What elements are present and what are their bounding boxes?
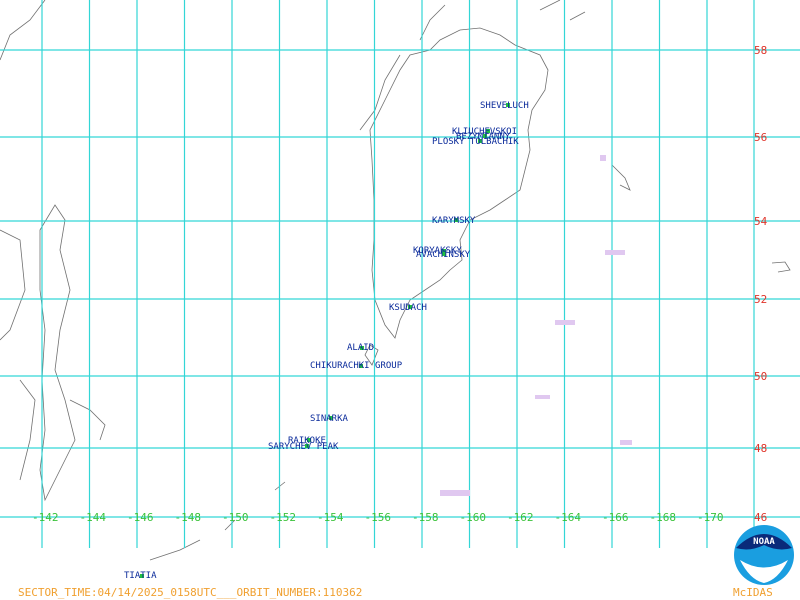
longitude-label: -156 <box>365 511 392 524</box>
longitude-label: -152 <box>270 511 297 524</box>
coastline <box>39 204 76 502</box>
cloud-speckle <box>440 155 632 496</box>
volcano-label: KORYAKSKY <box>413 246 462 256</box>
longitude-label: -168 <box>650 511 677 524</box>
logo-text: NOAA <box>753 537 775 547</box>
longitude-label: -146 <box>127 511 154 524</box>
longitude-label: -164 <box>555 511 582 524</box>
volcano-label: SHEVELUCH <box>480 101 529 111</box>
credit: McIDAS <box>733 586 773 599</box>
volcano-label: KARYMSKY <box>432 216 476 226</box>
volcano-marker <box>359 364 363 368</box>
latitude-label: 58 <box>754 44 767 57</box>
volcano-marker <box>305 444 309 448</box>
noaa-logo: NOAA <box>734 525 794 585</box>
longitude-label: -150 <box>222 511 249 524</box>
longitude-label: -170 <box>697 511 724 524</box>
coastline <box>369 27 549 339</box>
volcano-marker <box>478 139 482 143</box>
coastline <box>0 0 446 131</box>
volcano-marker <box>442 249 446 253</box>
volcano-marker <box>506 103 510 107</box>
cloud-pixel <box>620 440 632 445</box>
cloud-pixel <box>555 320 575 325</box>
volcano-marker <box>140 574 144 578</box>
volcano-marker <box>442 252 446 256</box>
volcano-label: BEZYMIANNY <box>456 132 511 142</box>
latitude-label: 56 <box>754 131 767 144</box>
volcano-marker <box>307 438 311 442</box>
logo-top <box>736 534 792 550</box>
volcano-label: SINARKA <box>310 414 349 424</box>
coastline <box>539 0 586 21</box>
volcano-label: CHIKURACHKI GROUP <box>310 361 403 371</box>
volcano-marker <box>408 305 412 309</box>
longitude-label: -160 <box>460 511 487 524</box>
labels: 58 56 54 52 50 48 46 -142 -144 -146 -148 -150 -152 -1… <box>18 44 773 599</box>
sector-time: SECTOR_TIME:04/14/2025_0158UTC___ORBIT_N… <box>18 586 362 599</box>
volcano-marker <box>360 346 364 350</box>
latitude-label: 52 <box>754 293 767 306</box>
longitude-label: -148 <box>175 511 202 524</box>
volcano-marker <box>486 129 490 133</box>
cloud-pixel <box>535 395 550 399</box>
latitude-label: 50 <box>754 370 767 383</box>
longitude-label: -154 <box>317 511 344 524</box>
cloud-pixel <box>440 490 470 496</box>
latitude-label: 54 <box>754 215 768 228</box>
volcano-marker <box>483 134 487 138</box>
volcano-label: TIATIA <box>124 571 157 581</box>
volcano-label: KLIUCHEVSKOI <box>452 127 517 137</box>
volcano-label: AVACHINSKY <box>416 250 471 260</box>
volcano-marker <box>329 416 333 420</box>
latitude-label: 46 <box>754 511 767 524</box>
cloud-pixel <box>605 250 625 255</box>
longitude-label: -166 <box>602 511 629 524</box>
longitude-label: -158 <box>412 511 439 524</box>
volcano-label: PLOSKY TOLBACHIK <box>432 137 519 147</box>
volcano-label: RAIKOKE <box>288 436 326 446</box>
volcano-marker <box>454 218 458 222</box>
volcano-label: ALAID <box>347 343 374 353</box>
graticule <box>0 0 800 548</box>
longitude-label: -142 <box>32 511 59 524</box>
cloud-pixel <box>600 155 606 161</box>
logo-wave <box>740 560 788 583</box>
latitude-label: 48 <box>754 442 767 455</box>
longitude-label: -162 <box>507 511 534 524</box>
longitude-label: -144 <box>80 511 107 524</box>
coastlines <box>0 0 791 561</box>
volcano-label: KSUDACH <box>389 303 427 313</box>
volcano-label: SARYCHEV PEAK <box>268 442 339 452</box>
